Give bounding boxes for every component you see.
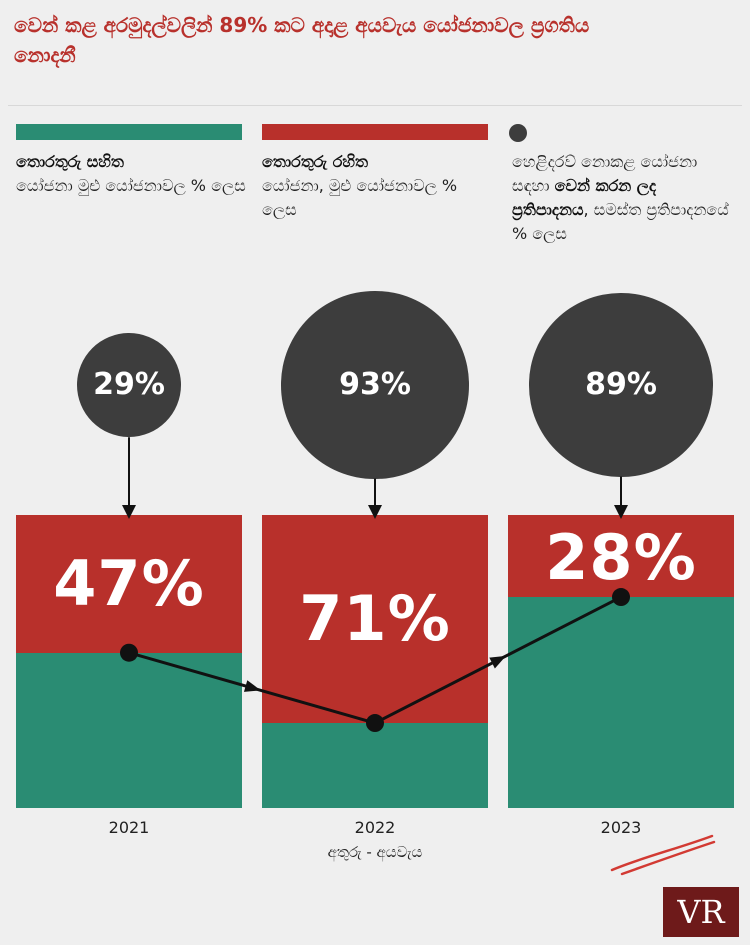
chart-title: වෙන් කළ අරමුදල්වලින් 89% කට අදාළ අයවැය ය… xyxy=(14,13,590,67)
decorative-scribble xyxy=(610,834,716,876)
legend-swatch-red xyxy=(262,124,488,140)
legend-bubble-bold: වෙන් කරන ලද ප්‍රතිපාදනය xyxy=(512,176,657,219)
brand-logo: VR xyxy=(663,887,739,937)
bubble-2022: 93% xyxy=(281,291,469,479)
trend-arrowhead-2021-2022 xyxy=(243,680,261,692)
trend-point-2022 xyxy=(366,714,384,733)
bar-green-2023 xyxy=(508,597,734,808)
bar-red-2023 xyxy=(508,515,734,598)
bar-red-label-2023: 28% xyxy=(545,521,697,594)
x-tick-2022: 2022 xyxy=(354,818,396,837)
bubble-2021: 29% xyxy=(76,332,182,438)
legend-bubble: හෙළිදරව් නොකළ යෝජනා සඳහා වෙන් කරන ලද ප්‍… xyxy=(512,150,732,246)
trend-arrowhead-2022-2023 xyxy=(489,655,507,669)
bar-red-label-2021: 47% xyxy=(53,546,205,620)
bar-red-label-2022: 71% xyxy=(299,582,451,655)
x-tick-2023: 2023 xyxy=(600,818,642,837)
bar-green-2022 xyxy=(262,723,488,808)
bar-green-2021 xyxy=(16,652,242,808)
divider xyxy=(8,105,742,106)
trend-point-2023 xyxy=(612,588,630,607)
legend-swatch-bubble xyxy=(509,124,527,142)
bar-red-2022 xyxy=(262,515,488,724)
legend-bubble-post: , සමස්ත ප්‍රතිපාදනයේ % ලෙස xyxy=(512,200,729,243)
legend-green: තොරතුරු සහිත යෝජනා මුළු යෝජනාවල % ලෙස xyxy=(16,150,246,198)
legend-bubble-pre: හෙළිදරව් නොකළ යෝජනා සඳහා xyxy=(512,152,698,195)
legend-swatch-green xyxy=(16,124,242,140)
x-tick-2021: 2021 xyxy=(108,818,150,837)
bubble-2023: 89% xyxy=(529,293,713,477)
legend-red-rest: යෝජනා, මුළු යෝජනාවල % ලෙස xyxy=(262,176,458,219)
legend-red-bold: තොරතුරු රහිත xyxy=(262,152,369,171)
legend-red: තොරතුරු රහිත යෝජනා, මුළු යෝජනාවල % ලෙස xyxy=(262,150,482,222)
legend-green-rest: යෝජනා මුළු යෝජනාවල % ලෙස xyxy=(16,176,246,195)
legend-green-bold: තොරතුරු සහිත xyxy=(16,152,124,171)
trend-point-2021 xyxy=(120,643,138,662)
source-note: අතුරු - අයවැය xyxy=(327,843,423,861)
bar-red-2021 xyxy=(16,515,242,653)
